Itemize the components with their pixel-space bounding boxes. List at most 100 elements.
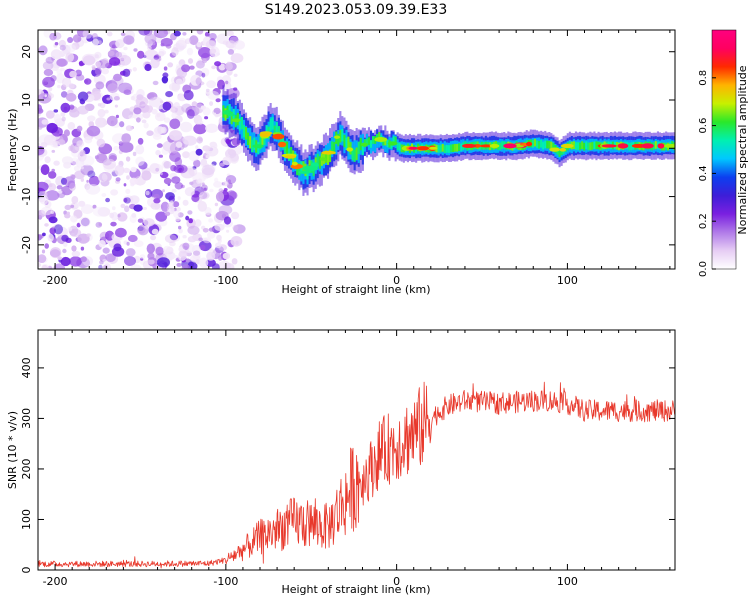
signal-band (392, 136, 395, 144)
noise-speckle (226, 173, 231, 178)
signal-band (593, 141, 596, 150)
noise-speckle (204, 116, 209, 120)
noise-speckle (226, 30, 234, 37)
snr-y-tick-label: 200 (20, 458, 33, 479)
noise-speckle (186, 109, 195, 119)
noise-speckle (76, 140, 85, 148)
noise-speckle (123, 197, 131, 204)
noise-speckle (77, 105, 89, 115)
signal-band (228, 104, 231, 117)
noise-speckle (87, 170, 96, 178)
noise-speckle (200, 105, 206, 110)
noise-speckle (209, 188, 214, 193)
noise-speckle (65, 92, 77, 102)
noise-speckle (129, 177, 138, 185)
signal-hotspot (298, 170, 312, 174)
noise-speckle (154, 112, 166, 122)
noise-speckle (150, 234, 157, 241)
noise-speckle (169, 151, 181, 162)
noise-speckle (174, 182, 183, 190)
noise-speckle (161, 76, 169, 84)
noise-speckle (214, 223, 225, 231)
noise-speckle (81, 204, 94, 215)
signal-band (238, 118, 241, 131)
noise-speckle (94, 67, 102, 76)
noise-speckle (128, 114, 135, 119)
noise-speckle (169, 107, 176, 113)
noise-speckle (41, 249, 46, 254)
noise-speckle (205, 258, 216, 267)
noise-speckle (38, 45, 48, 56)
noise-speckle (227, 179, 231, 183)
signal-band (449, 144, 452, 153)
noise-speckle (106, 97, 111, 101)
signal-band (574, 142, 577, 150)
signal-band (577, 142, 580, 150)
signal-band (372, 138, 375, 152)
noise-speckle (176, 262, 182, 267)
spectrogram-y-axis: -20 -10 0 10 20 (20, 45, 675, 254)
noise-speckle (67, 37, 74, 43)
noise-speckle (95, 81, 105, 90)
signal-band (351, 147, 354, 161)
noise-speckle (194, 219, 202, 227)
signal-hotspot (252, 144, 264, 149)
noise-speckle (199, 244, 206, 251)
noise-speckle (196, 41, 202, 48)
noise-speckle (223, 262, 235, 269)
noise-speckle (187, 225, 200, 235)
noise-speckle (121, 133, 132, 144)
noise-speckle (175, 217, 181, 222)
noise-speckle (127, 234, 138, 243)
noise-speckle (103, 264, 108, 269)
noise-speckle (151, 108, 158, 115)
noise-speckle (70, 174, 76, 180)
noise-speckle (93, 74, 106, 85)
snr-y-axis: 0 100 200 300 400 (20, 357, 675, 574)
colorbar-frame (711, 29, 737, 270)
noise-speckle (135, 144, 145, 155)
snr-y-tick-label: 400 (20, 357, 33, 378)
noise-speckle (164, 211, 171, 216)
noise-speckle (115, 177, 121, 182)
signal-hotspot (479, 144, 493, 148)
noise-speckle (48, 171, 57, 179)
noise-speckle (106, 31, 113, 37)
signal-band (283, 140, 286, 154)
noise-speckle (163, 66, 168, 71)
noise-speckle (97, 108, 106, 118)
noise-speckle (189, 65, 195, 70)
signal-band (544, 140, 547, 149)
noise-speckle (38, 124, 43, 130)
noise-speckle (118, 55, 132, 66)
noise-speckle (109, 57, 121, 66)
noise-speckle (153, 198, 161, 204)
signal-hotspot (387, 141, 398, 146)
noise-speckle (213, 107, 221, 115)
noise-speckle (178, 37, 187, 47)
noise-speckle (154, 126, 165, 135)
noise-speckle (196, 178, 202, 184)
noise-speckle (223, 216, 232, 225)
signal-band (538, 141, 541, 149)
noise-speckle (203, 187, 207, 191)
noise-speckle (198, 47, 212, 58)
signal-hotspot (319, 157, 327, 161)
noise-speckle (38, 93, 52, 104)
noise-speckle (107, 83, 119, 94)
noise-speckle (228, 191, 238, 200)
noise-speckle (107, 50, 115, 57)
noise-speckle (86, 233, 91, 237)
noise-speckle (143, 55, 147, 59)
noise-speckle (155, 246, 164, 256)
noise-speckle (205, 40, 217, 49)
noise-speckle (204, 31, 210, 37)
noise-speckle (113, 243, 122, 252)
noise-speckle (132, 151, 137, 157)
noise-speckle (38, 134, 53, 145)
noise-speckle (140, 257, 144, 261)
colorbar-gradient (712, 30, 736, 269)
noise-speckle (168, 195, 175, 203)
noise-speckle (105, 197, 110, 203)
